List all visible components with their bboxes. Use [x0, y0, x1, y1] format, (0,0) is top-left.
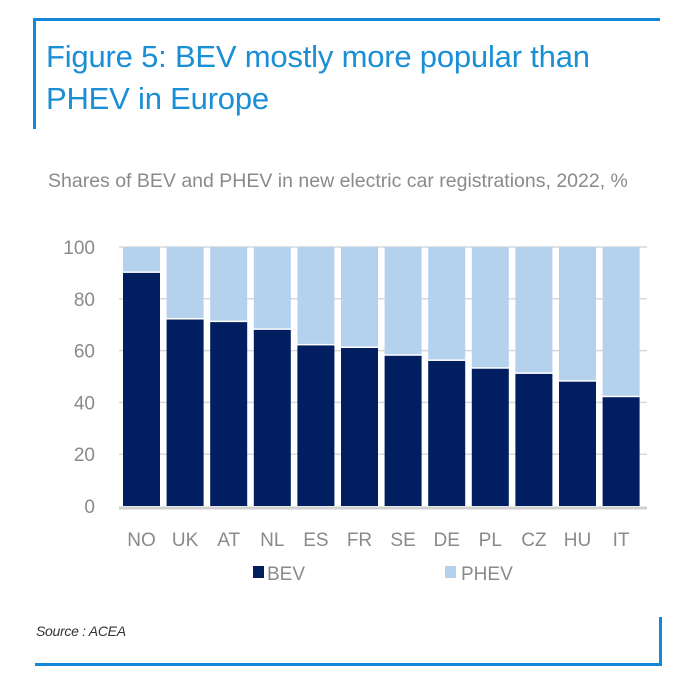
bar-bev-fr	[341, 348, 378, 506]
x-tick-label: ES	[303, 530, 328, 551]
x-tick-label: SE	[390, 530, 415, 551]
bar-bev-nl	[253, 329, 291, 506]
bar-bev-no	[123, 272, 160, 506]
bar-phev-no	[123, 247, 160, 272]
x-tick-label: UK	[172, 530, 199, 551]
bar-bev-uk	[166, 319, 204, 506]
bar-bev-it	[602, 397, 640, 506]
x-tick-label: PL	[479, 530, 502, 551]
bar-bev-es	[297, 345, 335, 506]
frame-top-border	[33, 18, 660, 21]
bar-phev-uk	[166, 247, 204, 319]
x-tick-labels: NO UK AT NL ES FR SE DE PL CZ HU IT	[127, 530, 630, 551]
y-tick-label: 20	[74, 445, 95, 466]
frame-right-border	[659, 617, 662, 666]
bar-phev-pl	[471, 247, 509, 368]
y-tick-label: 100	[63, 238, 95, 259]
bar-bev-hu	[559, 381, 596, 506]
x-tick-label: NO	[127, 530, 156, 551]
bar-phev-it	[602, 247, 640, 396]
bar-phev-fr	[341, 247, 378, 347]
bar-phev-es	[297, 247, 335, 344]
y-tick-label: 60	[74, 342, 95, 363]
legend: BEV PHEV	[253, 564, 513, 585]
bar-phev-de	[428, 247, 466, 360]
legend-label-bev: BEV	[267, 564, 305, 585]
bar-bev-cz	[515, 373, 553, 506]
x-tick-label: FR	[347, 530, 372, 551]
bar-phev-at	[210, 247, 248, 321]
bar-phev-cz	[515, 247, 553, 373]
y-tick-label: 40	[74, 393, 95, 414]
legend-marker-phev	[445, 566, 456, 578]
x-tick-label: NL	[260, 530, 284, 551]
y-tick-label: 0	[84, 497, 95, 518]
bar-phev-nl	[253, 247, 291, 329]
frame-left-border	[33, 18, 36, 129]
bar-bev-at	[210, 322, 248, 506]
bar-bev-de	[428, 360, 466, 506]
bar-phev-hu	[559, 247, 596, 381]
x-tick-label: AT	[217, 530, 240, 551]
bar-bev-se	[384, 355, 422, 506]
frame-bottom-border	[35, 663, 662, 666]
y-tick-label: 80	[74, 290, 95, 311]
x-tick-label: DE	[433, 530, 459, 551]
x-tick-label: HU	[564, 530, 591, 551]
x-tick-label: IT	[613, 530, 630, 551]
bar-bev-pl	[471, 368, 509, 506]
y-tick-labels: 0 20 40 60 80 100	[63, 238, 95, 518]
legend-marker-bev	[253, 566, 264, 578]
figure-title: Figure 5: BEV mostly more popular than P…	[46, 39, 590, 116]
chart-subtitle: Shares of BEV and PHEV in new electric c…	[48, 170, 628, 192]
bar-phev-se	[384, 247, 422, 355]
bars	[123, 247, 640, 506]
x-tick-label: CZ	[521, 530, 547, 551]
source-note: Source : ACEA	[36, 623, 126, 639]
legend-label-phev: PHEV	[461, 564, 513, 585]
